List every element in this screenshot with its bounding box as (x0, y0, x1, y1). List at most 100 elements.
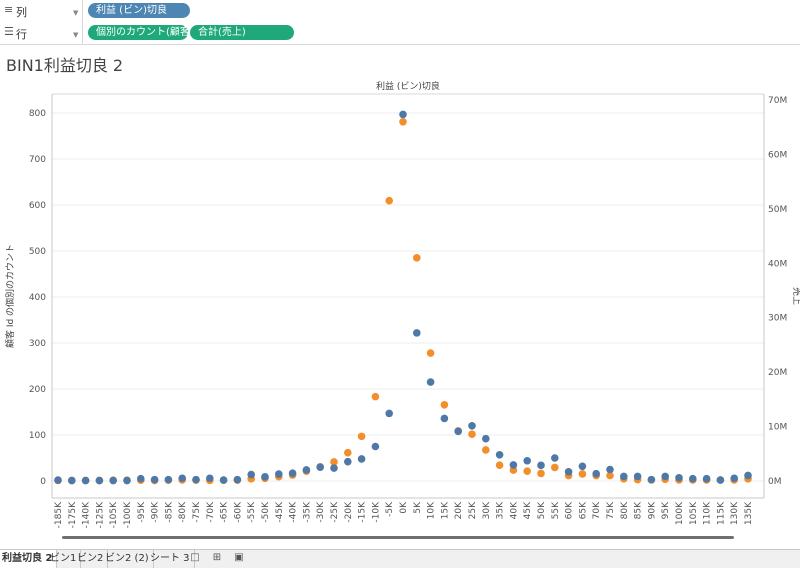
x-tick-label: -60K (233, 501, 243, 523)
customer-count-point (440, 414, 449, 423)
customer-count-point (81, 476, 90, 485)
customer-count-point (316, 463, 325, 472)
x-tick-label: -140K (82, 501, 92, 528)
sales-sum-point (330, 458, 338, 466)
y-tick-label: 500 (29, 247, 46, 257)
tab-profit-bin-2[interactable]: 利益切良 2 (0, 550, 58, 568)
y2-tick-label: 10M (768, 423, 787, 433)
y2-tick-label: 20M (768, 368, 787, 378)
x-tick-label: -50K (261, 501, 271, 523)
customer-count-point (592, 469, 600, 478)
y-tick-label: 400 (29, 293, 46, 303)
y-tick-label: 300 (29, 339, 46, 349)
shelf-dropdown-icon[interactable]: ▼ (73, 9, 79, 17)
columns-pill-profit-bin[interactable]: 利益 (ビン)切良 (88, 3, 190, 18)
sales-sum-point (578, 470, 587, 478)
x-tick-label: -20K (344, 501, 354, 523)
x-tick-label: -30K (316, 501, 326, 523)
sales-sum-point (551, 463, 559, 472)
customer-count-point (744, 471, 752, 480)
tab-bin2[interactable]: ビン2 (73, 550, 109, 568)
customer-count-point (357, 455, 366, 463)
sales-sum-point (468, 430, 476, 438)
customer-count-point (302, 466, 311, 474)
customer-count-point (95, 476, 104, 485)
customer-count-point (495, 450, 504, 459)
x-tick-label: -105K (109, 501, 119, 528)
y-tick-label: 200 (29, 385, 46, 395)
customer-count-point (206, 474, 214, 483)
rows-icon: ☰ (4, 25, 14, 38)
scatter-chart: 利益 (ビン)切良 0 100 200 300 400 500 600 700 800 0M 10M 2… (4, 80, 800, 539)
tab-bin1[interactable]: ビン1 (46, 550, 82, 568)
x-tick-label: -80K (178, 501, 188, 523)
rows-pill-sales-sum[interactable]: 合計(売上) (190, 25, 294, 40)
x-tick-label: -70K (206, 501, 216, 523)
customer-count-point (123, 476, 131, 485)
customer-count-point (275, 470, 283, 478)
horizontal-scrollbar (62, 536, 734, 539)
new-story-icon[interactable]: ▣ (234, 552, 244, 563)
x-tick-label: 40K (509, 501, 519, 519)
x-tick-label: 20K (454, 501, 464, 519)
tab-bin2-copy[interactable]: ビン2 (2) (101, 550, 154, 568)
x-tick-label: 55K (551, 501, 561, 519)
sales-sum-point (399, 117, 407, 126)
customer-count-point (482, 434, 490, 443)
customer-count-point (150, 475, 159, 484)
customer-count-point (330, 464, 338, 472)
y-axis-title: 顧客 Id の個別のカウント (4, 244, 16, 348)
x-tick-label: 100K (675, 501, 685, 525)
sales-sum-point (371, 392, 380, 401)
x-tick-label: 115K (716, 501, 726, 525)
x-tick-label: -40K (289, 501, 299, 523)
columns-shelf: ≡ 列 ▼ 利益 (ビン)切良 (0, 0, 800, 23)
sales-sum-point (426, 349, 435, 357)
customer-count-point (68, 476, 76, 485)
x-tick-label: 80K (620, 501, 630, 519)
y2-tick-label: 30M (768, 314, 787, 324)
y-tick-label: 800 (29, 109, 46, 119)
sales-sum-point (509, 466, 518, 474)
customer-count-point (633, 472, 642, 481)
x-tick-label: -15K (358, 501, 368, 523)
x-tick-label: 105K (689, 501, 699, 525)
x-tick-label: -90K (151, 501, 161, 523)
chart-title: 利益 (ビン)切良 (376, 80, 440, 92)
customer-count-point (606, 465, 614, 474)
x-tick-label: 5K (413, 501, 423, 514)
x-tick-label: -100K (123, 501, 133, 528)
x-tick-label: 110K (703, 501, 713, 525)
sales-sum-point (385, 196, 394, 205)
new-dashboard-icon[interactable]: ⊞ (212, 552, 222, 563)
customer-count-point (675, 473, 683, 482)
y-tick-label: 600 (29, 201, 46, 211)
customer-count-point (454, 427, 463, 436)
customer-count-point (385, 409, 394, 418)
shelf-dropdown-icon[interactable]: ▼ (73, 31, 79, 39)
rows-pill-customer-count[interactable]: 個別のカウント(顧客 Id) (88, 25, 206, 40)
sales-sum-point (523, 467, 531, 476)
y2-tick-label: 0M (768, 477, 782, 487)
customer-count-point (261, 473, 269, 481)
customer-count-point (702, 474, 711, 483)
x-tick-label: 10K (427, 501, 437, 519)
customer-count-point (288, 469, 297, 477)
y2-tick-label: 70M (768, 96, 787, 106)
x-tick-label: 60K (565, 501, 575, 519)
x-tick-label: 65K (578, 501, 588, 519)
sheet-tab-bar: 利益切良 2 ビン1 ビン2 ビン2 (2) シート 3 □ ⊞ ▣ (0, 549, 800, 568)
x-tick-label: 70K (592, 501, 602, 519)
x-tick-label: 85K (634, 501, 644, 519)
sales-sum-point (344, 448, 352, 457)
tab-sheet-3[interactable]: シート 3 (146, 550, 195, 568)
customer-count-point (178, 474, 186, 483)
customer-count-point (219, 476, 228, 484)
x-tick-label: -85K (164, 501, 174, 523)
y2-tick-label: 40M (768, 259, 787, 269)
x-tick-label: 0K (399, 501, 409, 514)
y2-tick-label: 50M (768, 205, 787, 215)
new-worksheet-icon[interactable]: □ (190, 552, 200, 563)
customer-count-point (647, 475, 656, 484)
customer-count-point (509, 461, 518, 469)
